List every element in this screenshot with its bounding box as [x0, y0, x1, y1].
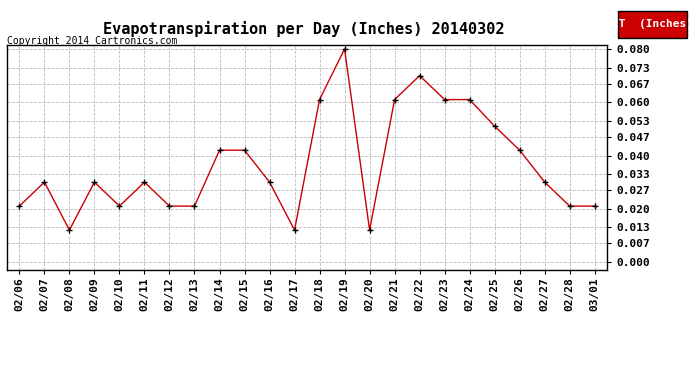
Text: Evapotranspiration per Day (Inches) 20140302: Evapotranspiration per Day (Inches) 2014… [103, 21, 504, 37]
Text: ET  (Inches): ET (Inches) [611, 20, 690, 29]
Text: Copyright 2014 Cartronics.com: Copyright 2014 Cartronics.com [7, 36, 177, 46]
